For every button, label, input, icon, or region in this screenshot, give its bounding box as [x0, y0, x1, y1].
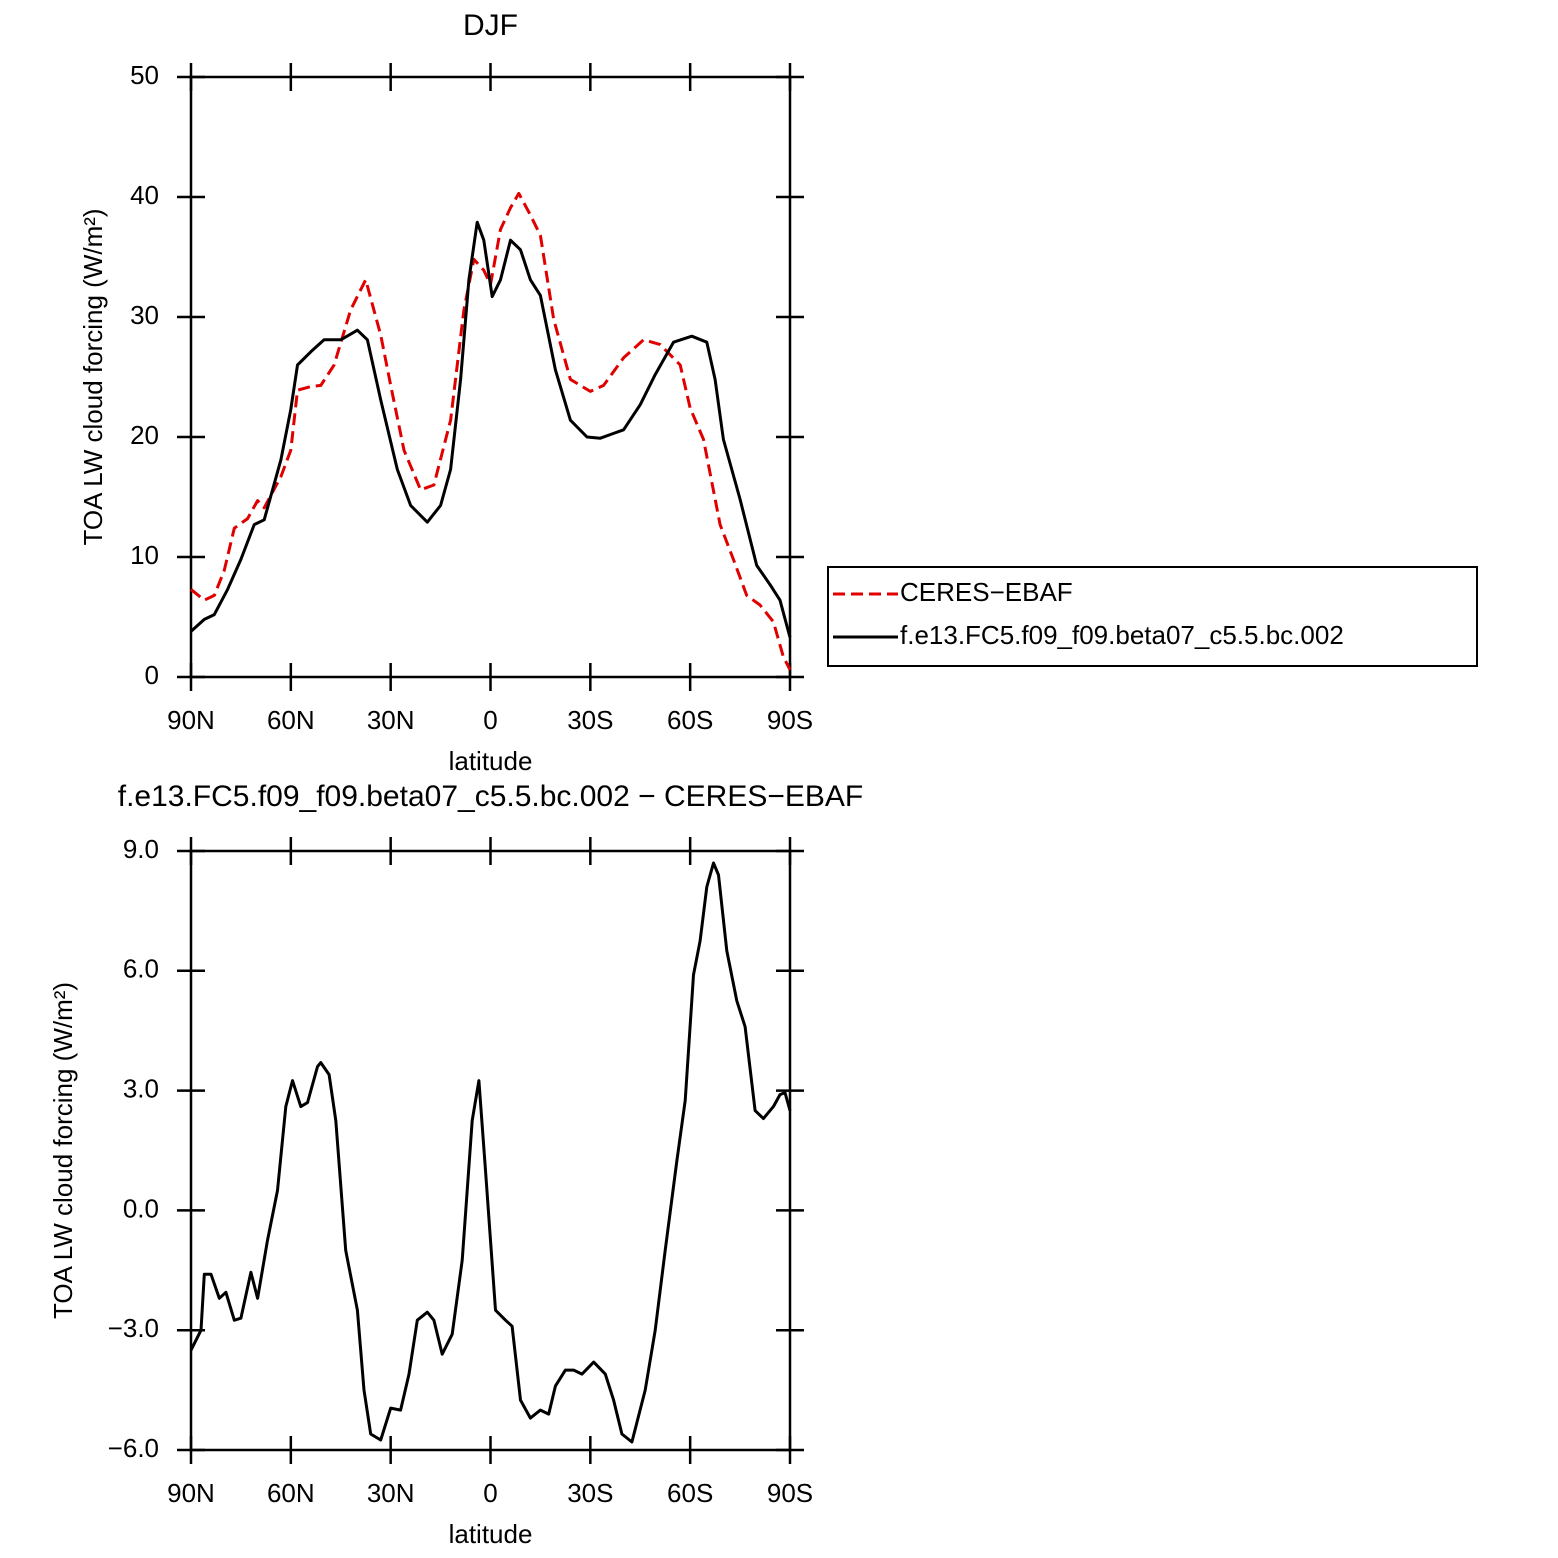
y-tick-label: 30 [130, 300, 159, 330]
x-tick-label: 90S [767, 705, 813, 735]
x-tick-label: 60S [667, 705, 713, 735]
x-tick-label: 30N [367, 705, 415, 735]
data-line [190, 191, 792, 671]
x-tick-label: 30S [567, 1478, 613, 1508]
y-tick-label: 0.0 [123, 1193, 159, 1223]
y-tick-label: 0 [145, 660, 159, 690]
x-tick-label: 0 [483, 705, 497, 735]
x-tick-label: 90N [167, 705, 215, 735]
chart-title: f.e13.FC5.f09_f09.beta07_c5.5.bc.002 − C… [118, 780, 863, 813]
chart-title: DJF [463, 9, 518, 42]
x-tick-label: 30N [367, 1478, 415, 1508]
x-axis-label: latitude [449, 1519, 533, 1549]
y-tick-label: −3.0 [108, 1313, 159, 1343]
x-tick-label: 90S [767, 1478, 813, 1508]
data-line [189, 861, 792, 1444]
x-tick-label: 30S [567, 705, 613, 735]
x-tick-label: 0 [483, 1478, 497, 1508]
legend-label: CERES−EBAF [900, 577, 1073, 607]
y-axis-label: TOA LW cloud forcing (W/m²) [78, 208, 108, 545]
y-axis-label: TOA LW cloud forcing (W/m²) [48, 982, 78, 1319]
legend-label: f.e13.FC5.f09_f09.beta07_c5.5.bc.002 [900, 620, 1344, 650]
x-tick-label: 60S [667, 1478, 713, 1508]
data-line [189, 220, 792, 638]
y-tick-label: 10 [130, 540, 159, 570]
legend-box [827, 566, 1478, 667]
y-tick-label: 3.0 [123, 1073, 159, 1103]
y-tick-label: 20 [130, 420, 159, 450]
y-tick-label: 6.0 [123, 954, 159, 984]
x-tick-label: 60N [267, 1478, 315, 1508]
y-tick-label: 9.0 [123, 834, 159, 864]
x-axis-label: latitude [449, 746, 533, 776]
y-tick-label: 40 [130, 180, 159, 210]
x-tick-label: 60N [267, 705, 315, 735]
y-tick-label: 50 [130, 60, 159, 90]
x-tick-label: 90N [167, 1478, 215, 1508]
plot-frame [189, 75, 792, 679]
y-tick-label: −6.0 [108, 1433, 159, 1463]
